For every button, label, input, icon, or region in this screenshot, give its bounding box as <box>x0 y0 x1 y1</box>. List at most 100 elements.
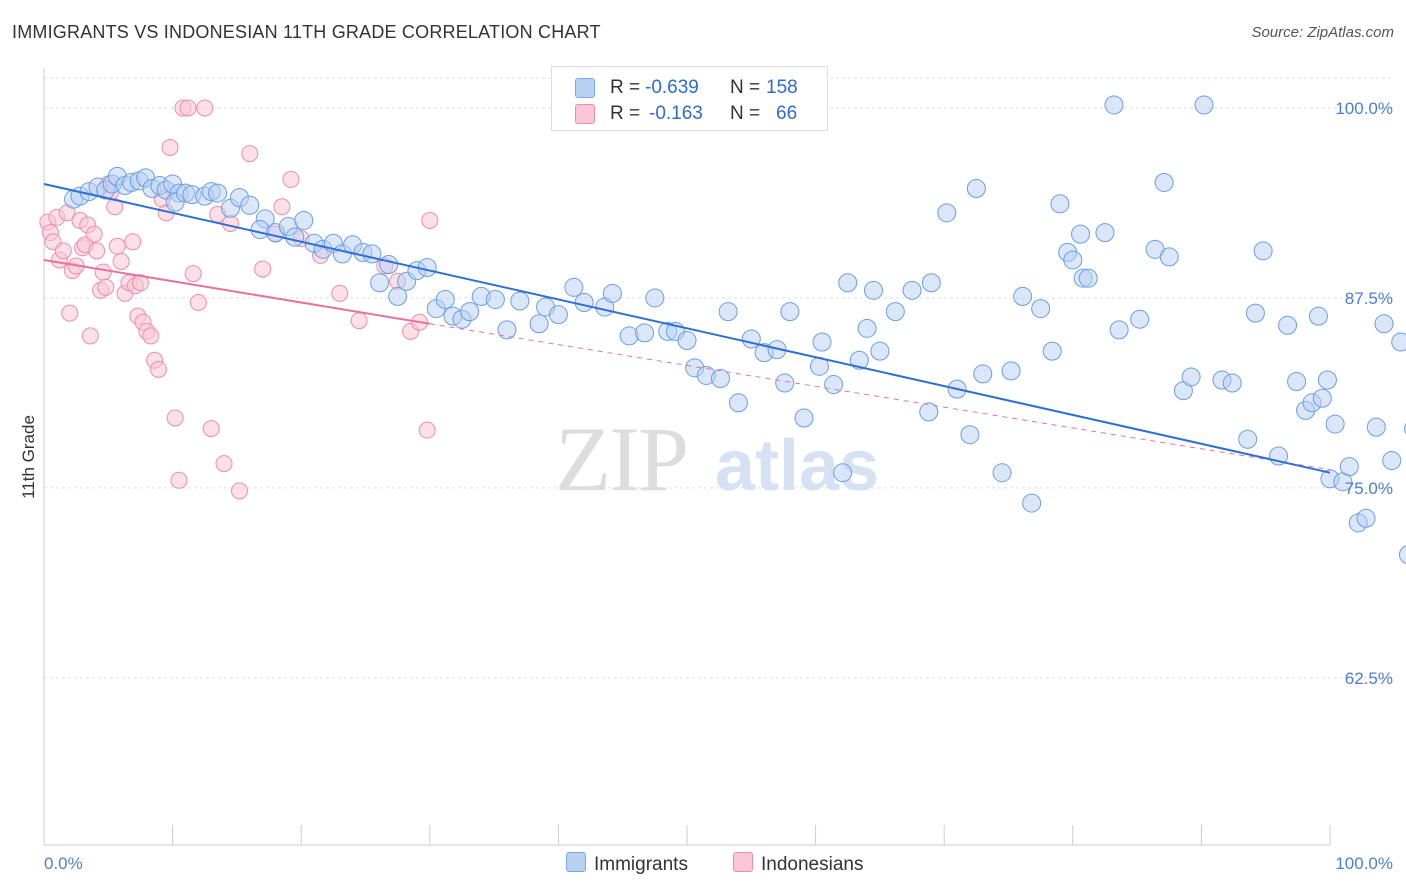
n-label: N = <box>730 103 761 124</box>
immigrants-point <box>1366 417 1386 437</box>
immigrants-point <box>417 258 437 278</box>
immigrants-point <box>602 283 622 303</box>
immigrants-point <box>529 314 549 334</box>
immigrants-point <box>379 255 399 275</box>
immigrants-point <box>1287 372 1307 392</box>
immigrants-point <box>1356 508 1376 528</box>
immigrants-point <box>1398 545 1406 564</box>
immigrants-points <box>64 95 1406 564</box>
immigrants-point <box>966 179 986 199</box>
immigrants-point <box>1325 414 1345 434</box>
indonesians-point <box>94 263 112 281</box>
immigrants-point <box>849 350 869 370</box>
immigrants-point <box>1063 250 1083 270</box>
immigrants-point <box>635 323 655 343</box>
immigrants-legend-label: Immigrants <box>594 854 688 875</box>
immigrants-point <box>1109 320 1129 340</box>
immigrants-point <box>485 289 505 309</box>
immigrants-point <box>1312 388 1332 408</box>
immigrants-point <box>710 368 730 388</box>
indonesians-point <box>124 233 142 251</box>
immigrants-point <box>370 273 390 293</box>
legend-row-immigrants: R = -0.639 N = 158 <box>552 75 827 101</box>
trendlines <box>43 182 1331 474</box>
immigrants-point <box>919 402 939 422</box>
indonesians-point <box>179 99 197 117</box>
immigrants-point <box>1278 315 1298 335</box>
immigrants-point <box>294 210 314 230</box>
indonesians-point <box>166 409 184 427</box>
immigrants-point <box>250 220 270 240</box>
indonesians-point <box>331 284 349 302</box>
immigrants-point <box>645 288 665 308</box>
immigrants-point <box>1022 493 1042 513</box>
indonesians-point <box>421 211 439 229</box>
immigrants-point <box>741 329 761 349</box>
indonesians-point <box>161 139 179 156</box>
immigrants-point <box>992 463 1012 483</box>
svg-text:ZIP: ZIP <box>555 408 687 510</box>
y-tick-label: 62.5% <box>1345 669 1393 688</box>
indonesians-point <box>97 278 115 296</box>
r-label: R = <box>610 77 641 98</box>
immigrants-legend-swatch <box>566 852 586 872</box>
immigrants-point <box>1253 241 1273 261</box>
indonesians-points <box>39 99 439 500</box>
immigrants-trendline <box>43 182 1331 474</box>
immigrants-point <box>564 277 584 297</box>
immigrants-point <box>435 289 455 309</box>
immigrants-point <box>824 375 844 395</box>
indonesians-point <box>108 237 126 255</box>
indonesians-trendline <box>43 258 430 325</box>
bottom-legend-immigrants: Immigrants <box>566 852 688 876</box>
immigrants-point <box>794 408 814 428</box>
immigrants-point <box>388 286 408 306</box>
immigrants-point <box>619 326 639 346</box>
immigrants-point <box>1339 457 1359 477</box>
chart-title: IMMIGRANTS VS INDONESIAN 11TH GRADE CORR… <box>12 22 601 42</box>
immigrants-point <box>833 463 853 483</box>
immigrants-point <box>780 302 800 322</box>
x-tick-label-min: 0.0% <box>44 854 83 873</box>
n-label: N = <box>730 77 761 98</box>
immigrants-point <box>574 293 594 312</box>
y-tick-label: 100.0% <box>1335 99 1393 118</box>
indonesians-point <box>418 421 436 439</box>
immigrants-point <box>921 273 941 293</box>
immigrants-point <box>1071 224 1091 244</box>
indonesians-point <box>142 327 160 345</box>
watermark: ZIP atlas <box>555 408 879 510</box>
immigrants-point <box>1181 367 1201 387</box>
n-value-indonesians: 66 <box>776 103 798 124</box>
indonesians-point <box>189 294 207 311</box>
immigrants-point <box>208 183 228 203</box>
immigrants-point <box>902 280 922 300</box>
y-tick-label: 75.0% <box>1345 479 1393 498</box>
y-tick-label: 87.5% <box>1345 289 1393 308</box>
immigrants-point <box>1001 361 1021 381</box>
immigrants-point <box>497 320 517 340</box>
immigrants-point <box>510 291 530 311</box>
indonesians-point <box>241 145 259 163</box>
immigrants-point <box>362 244 382 264</box>
immigrants-point <box>960 425 980 445</box>
indonesians-point <box>184 265 202 283</box>
indonesians-point <box>88 242 106 260</box>
correlation-legend: R = -0.639 N = 158 R = -0.163 N = 66 <box>551 66 828 131</box>
immigrants-point <box>1391 332 1406 352</box>
source-label: Source: ZipAtlas.com <box>1251 24 1394 41</box>
immigrants-point <box>240 195 260 215</box>
axes <box>43 68 1331 846</box>
indonesians-point <box>350 312 368 330</box>
immigrants-point <box>885 302 905 322</box>
immigrants-point <box>973 364 993 384</box>
indonesians-point <box>282 170 300 188</box>
immigrants-point <box>285 227 305 247</box>
immigrants-point <box>1154 172 1174 192</box>
indonesians-point <box>149 360 167 378</box>
indonesians-point <box>85 225 103 243</box>
immigrants-point <box>1159 247 1179 267</box>
immigrants-point <box>1013 286 1033 306</box>
n-value-immigrants: 158 <box>766 77 798 98</box>
